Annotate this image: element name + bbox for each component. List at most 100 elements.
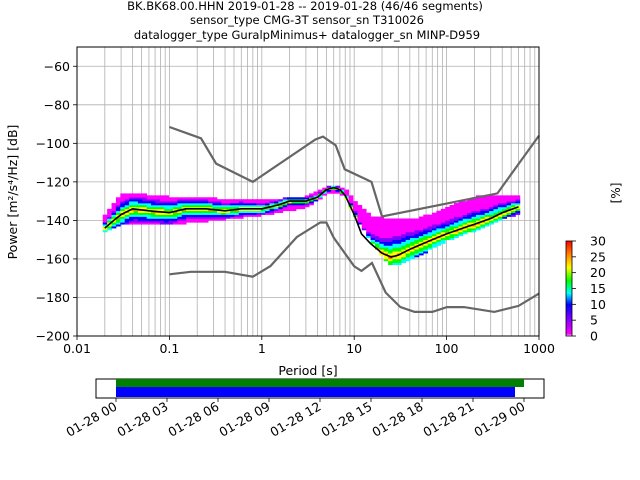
ppsd-cell	[181, 218, 187, 221]
ppsd-cell	[190, 210, 196, 213]
ppsd-cell	[164, 214, 170, 217]
ppsd-cell	[511, 203, 516, 206]
ppsd-cell	[471, 212, 477, 215]
ppsd-cell	[489, 218, 494, 221]
ppsd-cell	[484, 199, 490, 202]
ppsd-cell	[212, 212, 218, 215]
ppsd-cell	[216, 199, 222, 202]
ppsd-cell	[366, 228, 371, 231]
ppsd-cell	[133, 195, 139, 198]
ppsd-cell	[392, 231, 398, 235]
ppsd-cell	[146, 212, 152, 215]
ppsd-cell	[225, 199, 231, 202]
ppsd-cell	[480, 216, 486, 219]
ppsd-cell	[379, 253, 385, 256]
ppsd-cell	[467, 220, 472, 223]
ppsd-cell	[357, 216, 363, 219]
ppsd-cell	[502, 216, 508, 219]
ppsd-cell	[177, 203, 183, 206]
ppsd-cell	[186, 203, 191, 206]
ppsd-cell	[129, 193, 134, 196]
ppsd-cell	[291, 197, 297, 200]
ppsd-cell	[471, 218, 477, 221]
ppsd-cell	[445, 220, 450, 223]
ppsd-cell	[164, 220, 170, 223]
colorbar-tick-label: 10	[590, 297, 606, 312]
ppsd-cell	[414, 241, 420, 244]
ppsd-cell	[137, 216, 143, 219]
ppsd-cell	[462, 201, 468, 204]
ppsd-cell	[418, 239, 424, 242]
ppsd-cell	[427, 218, 433, 221]
ppsd-cell	[383, 239, 389, 242]
ppsd-cell	[418, 237, 424, 240]
ppsd-cell	[208, 214, 213, 217]
ppsd-cell	[243, 204, 249, 208]
ppsd-cell	[133, 212, 139, 215]
ppsd-cell	[383, 226, 389, 229]
ppsd-cell	[436, 212, 442, 215]
ppsd-cell	[484, 212, 490, 215]
ppsd-cell	[484, 210, 490, 213]
ppsd-cell	[269, 206, 275, 210]
ppsd-cell	[348, 195, 354, 198]
ppsd-cell	[418, 251, 424, 254]
x-tick-label: 1	[258, 341, 266, 356]
ppsd-cell	[155, 212, 161, 215]
ppsd-cell	[243, 214, 249, 217]
ppsd-cell	[339, 193, 345, 196]
ppsd-cell	[388, 237, 393, 240]
ppsd-cell	[102, 230, 108, 233]
ppsd-cell	[493, 208, 499, 212]
ppsd-cell	[401, 226, 407, 229]
ppsd-cell	[493, 218, 499, 221]
ppsd-cell	[471, 214, 477, 217]
ppsd-cell	[234, 210, 240, 213]
ppsd-cell	[146, 214, 152, 217]
ppsd-cell	[151, 214, 156, 217]
ppsd-cell	[309, 197, 314, 200]
ppsd-cell	[396, 222, 402, 225]
ppsd-cell	[287, 203, 292, 206]
ppsd-cell	[199, 218, 205, 221]
ppsd-cell	[155, 199, 161, 202]
ppsd-cell	[388, 247, 393, 250]
ppsd-cell	[190, 218, 196, 221]
ppsd-cell	[230, 210, 235, 213]
ppsd-cell	[410, 231, 415, 235]
ppsd-cell	[208, 218, 213, 221]
ppsd-cell	[221, 203, 227, 206]
ppsd-cell	[511, 208, 516, 212]
ppsd-cell	[190, 208, 196, 212]
ppsd-cell	[458, 220, 464, 223]
ppsd-cell	[287, 201, 292, 204]
ppsd-cell	[361, 220, 367, 223]
ppsd-cell	[194, 197, 200, 200]
ppsd-cell	[418, 218, 424, 221]
ppsd-cell	[269, 203, 275, 206]
ppsd-cell	[370, 231, 376, 235]
ppsd-cell	[151, 204, 156, 208]
ppsd-cell	[265, 203, 270, 206]
ppsd-cell	[449, 204, 455, 208]
ppsd-cell	[300, 204, 306, 208]
ppsd-cell	[203, 199, 209, 202]
ppsd-cell	[401, 233, 407, 237]
ppsd-cell	[155, 197, 161, 200]
ppsd-cell	[194, 201, 200, 204]
ppsd-cell	[124, 195, 130, 198]
ppsd-cell	[137, 203, 143, 206]
ppsd-cell	[432, 214, 437, 217]
timeline-tick-label: 01-28 09	[216, 399, 272, 440]
ppsd-cell	[471, 226, 477, 229]
ppsd-cell	[374, 237, 380, 240]
ppsd-cell	[238, 210, 244, 213]
ppsd-cell	[388, 231, 393, 235]
ppsd-cell	[423, 222, 429, 225]
ppsd-cell	[453, 218, 459, 221]
ppsd-cell	[234, 203, 240, 206]
ppsd-cell	[146, 199, 152, 202]
y-tick-label: −160	[36, 251, 70, 266]
ppsd-cell	[278, 199, 284, 202]
ppsd-cell	[273, 210, 279, 213]
